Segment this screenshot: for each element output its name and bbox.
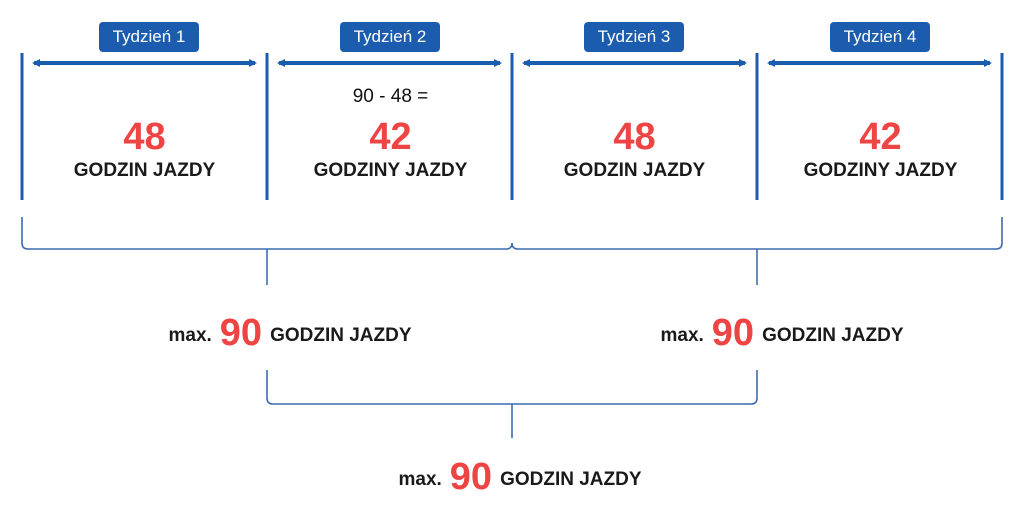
bracket-weeks-3-4 xyxy=(511,217,1003,250)
limit-label: GODZIN JAZDY xyxy=(500,469,642,490)
limit-prefix: max. xyxy=(398,469,442,490)
week-2-label: GODZINY JAZDY xyxy=(313,160,468,181)
week-1-hours: 48 xyxy=(123,116,166,158)
week-1-tag: Tydzień 1 xyxy=(99,22,199,52)
week-3-label: GODZIN JAZDY xyxy=(563,160,706,181)
week-1-label: GODZIN JAZDY xyxy=(73,160,216,181)
limit-value: 90 xyxy=(711,312,755,354)
week-3-hours: 48 xyxy=(613,116,656,158)
limit-prefix: max. xyxy=(660,325,704,346)
limit-weeks-1-2: max. 90 GODZIN JAZDY xyxy=(168,312,411,355)
week-3-tag: Tydzień 3 xyxy=(584,22,684,52)
limit-value: 90 xyxy=(449,456,493,498)
week-4-label: GODZINY JAZDY xyxy=(803,160,958,181)
week-4-hours: 42 xyxy=(859,116,902,158)
limit-weeks-2-3: max. 90 GODZIN JAZDY xyxy=(398,456,641,499)
week-dividers xyxy=(20,53,1004,200)
limit-weeks-3-4: max. 90 GODZIN JAZDY xyxy=(660,312,903,355)
week-2-calculation: 90 - 48 = xyxy=(352,86,429,107)
limit-prefix: max. xyxy=(168,325,212,346)
bracket-weeks-1-2 xyxy=(21,217,513,250)
limit-value: 90 xyxy=(219,312,263,354)
week-2-tag: Tydzień 2 xyxy=(340,22,440,52)
week-2-hours: 42 xyxy=(369,116,412,158)
bracket-two-week-periods xyxy=(266,370,758,405)
week-4-tag: Tydzień 4 xyxy=(830,22,930,52)
limit-label: GODZIN JAZDY xyxy=(270,325,412,346)
limit-label: GODZIN JAZDY xyxy=(762,325,904,346)
